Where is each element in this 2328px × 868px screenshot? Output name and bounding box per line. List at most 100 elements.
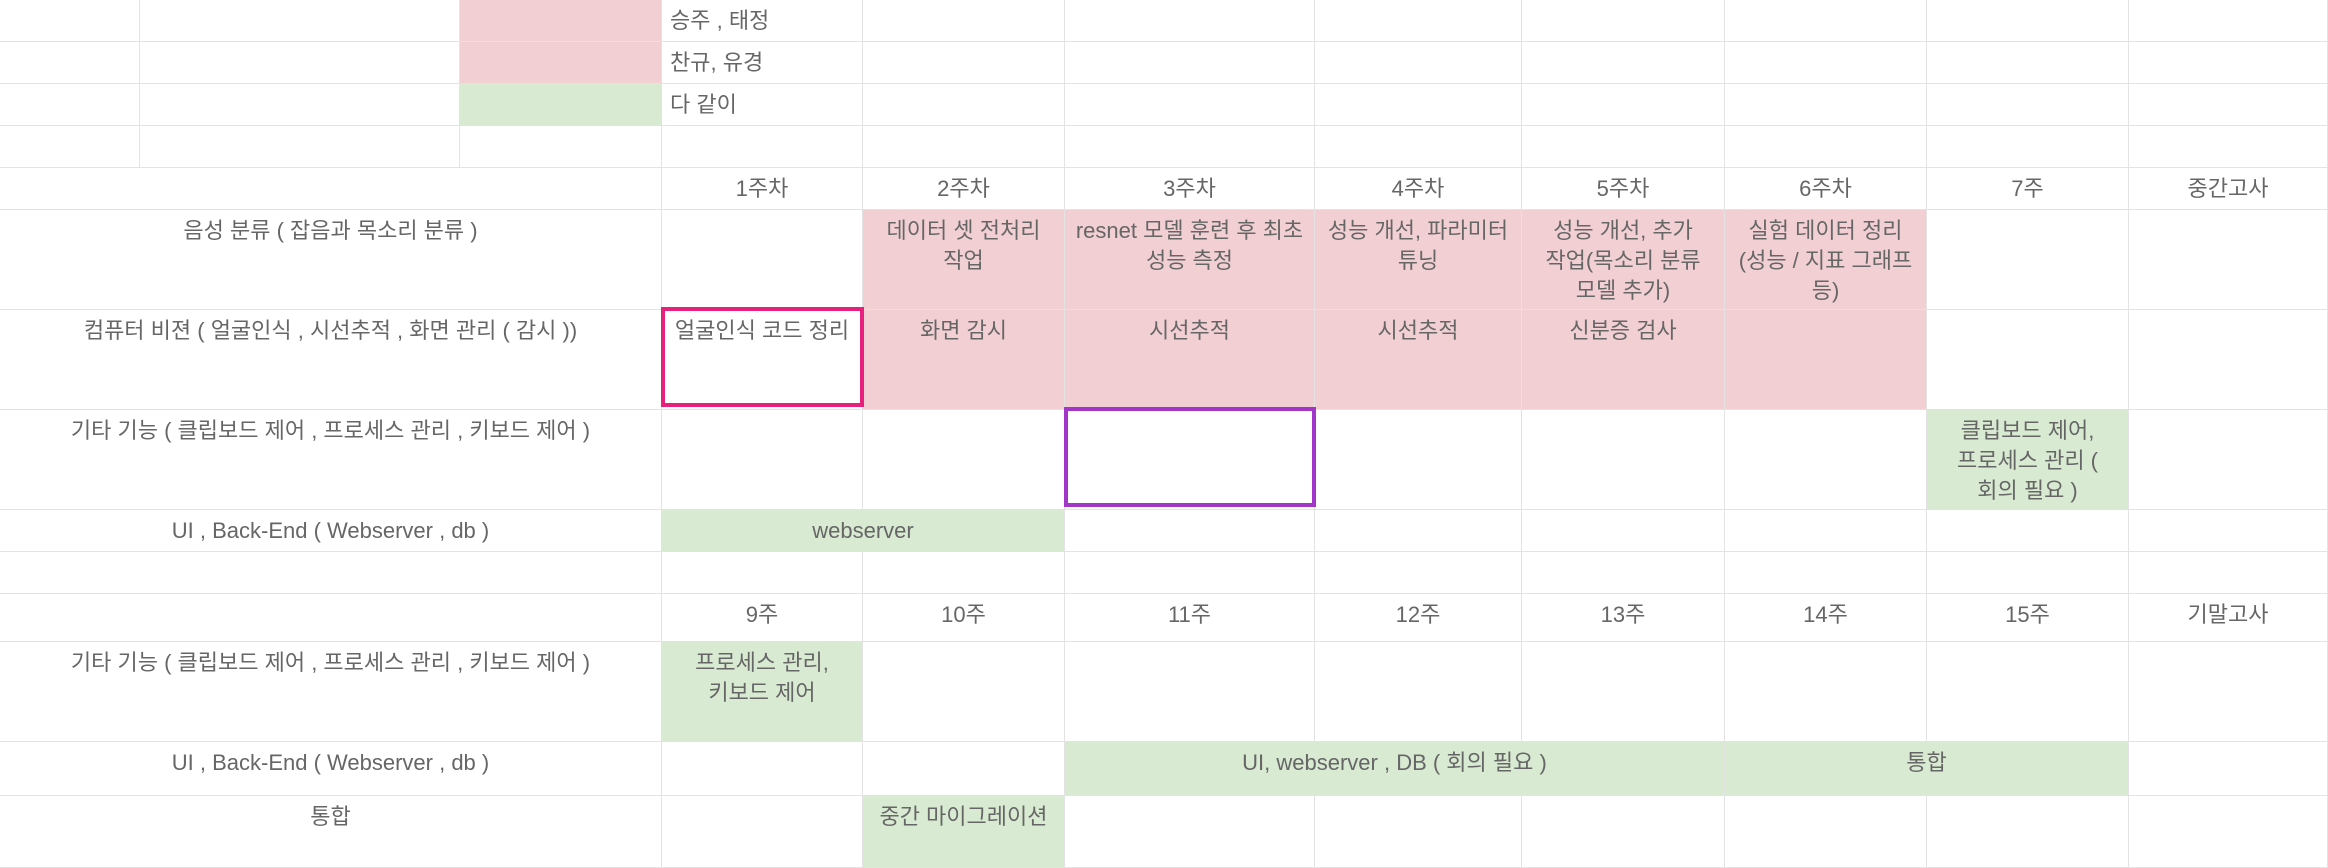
week-header[interactable]: 11주 — [1065, 594, 1315, 642]
schedule-cell[interactable] — [1927, 510, 2129, 552]
schedule-cell[interactable] — [2129, 310, 2328, 410]
week-header[interactable]: 15주 — [1927, 594, 2129, 642]
schedule-cell[interactable] — [1927, 796, 2129, 868]
schedule-cell[interactable] — [1315, 510, 1522, 552]
cell-empty[interactable] — [1927, 84, 2129, 126]
schedule-cell[interactable] — [1065, 510, 1315, 552]
schedule-cell[interactable] — [1522, 510, 1725, 552]
schedule-cell[interactable] — [863, 410, 1065, 510]
schedule-cell[interactable]: 성능 개선, 파라미터 튜닝 — [1315, 210, 1522, 310]
cell-empty[interactable] — [0, 84, 140, 126]
schedule-cell[interactable]: 실험 데이터 정리(성능 / 지표 그래프 등) — [1725, 210, 1927, 310]
schedule-cell[interactable] — [662, 742, 863, 796]
cell-empty[interactable] — [460, 126, 662, 168]
task-label-other-features[interactable]: 기타 기능 ( 클립보드 제어 , 프로세스 관리 , 키보드 제어 ) — [0, 642, 662, 742]
schedule-cell[interactable] — [1927, 642, 2129, 742]
schedule-cell[interactable]: 시선추적 — [1065, 310, 1315, 410]
schedule-cell[interactable]: 중간 마이그레이션 — [863, 796, 1065, 868]
cell-empty[interactable] — [1927, 552, 2129, 594]
week-header[interactable]: 기말고사 — [2129, 594, 2328, 642]
schedule-cell[interactable] — [2129, 510, 2328, 552]
cell-empty[interactable] — [0, 0, 140, 42]
schedule-cell[interactable] — [1315, 796, 1522, 868]
schedule-cell[interactable]: 프로세스 관리, 키보드 제어 — [662, 642, 863, 742]
schedule-cell[interactable] — [2129, 210, 2328, 310]
schedule-cell[interactable] — [1725, 796, 1927, 868]
schedule-cell[interactable] — [1522, 410, 1725, 510]
week-header[interactable]: 14주 — [1725, 594, 1927, 642]
week-header[interactable]: 중간고사 — [2129, 168, 2328, 210]
cell-empty[interactable] — [1522, 0, 1725, 42]
schedule-cell[interactable] — [1725, 510, 1927, 552]
task-label-ui-backend[interactable]: UI , Back-End ( Webserver , db ) — [0, 742, 662, 796]
schedule-cell[interactable] — [2129, 410, 2328, 510]
schedule-cell[interactable]: resnet 모델 훈련 후 최초 성능 측정 — [1065, 210, 1315, 310]
week-header[interactable]: 5주차 — [1522, 168, 1725, 210]
week-header[interactable]: 12주 — [1315, 594, 1522, 642]
schedule-cell-merged[interactable]: UI, webserver , DB ( 회의 필요 ) — [1065, 742, 1725, 796]
schedule-cell[interactable] — [863, 642, 1065, 742]
header-corner-cell[interactable] — [0, 594, 662, 642]
cell-empty[interactable] — [140, 126, 460, 168]
week-header[interactable]: 7주 — [1927, 168, 2129, 210]
cell-empty[interactable] — [863, 42, 1065, 84]
cell-empty[interactable] — [0, 126, 140, 168]
schedule-cell[interactable] — [1725, 410, 1927, 510]
cell-empty[interactable] — [1725, 552, 1927, 594]
schedule-cell[interactable] — [1315, 410, 1522, 510]
schedule-cell[interactable] — [1065, 642, 1315, 742]
week-header[interactable]: 2주차 — [863, 168, 1065, 210]
week-header[interactable]: 13주 — [1522, 594, 1725, 642]
cell-empty[interactable] — [863, 126, 1065, 168]
task-label-other-features[interactable]: 기타 기능 ( 클립보드 제어 , 프로세스 관리 , 키보드 제어 ) — [0, 410, 662, 510]
task-label-ui-backend[interactable]: UI , Back-End ( Webserver , db ) — [0, 510, 662, 552]
cell-empty[interactable] — [1522, 126, 1725, 168]
schedule-cell[interactable] — [1725, 642, 1927, 742]
schedule-cell[interactable] — [662, 410, 863, 510]
cell-empty[interactable] — [1065, 552, 1315, 594]
cell-empty[interactable] — [1927, 0, 2129, 42]
cell-empty[interactable] — [1725, 126, 1927, 168]
cell-empty[interactable] — [1065, 84, 1315, 126]
schedule-cell[interactable]: 얼굴인식 코드 정리 — [662, 310, 863, 410]
cell-empty[interactable] — [1315, 552, 1522, 594]
legend-swatch[interactable] — [460, 0, 662, 42]
schedule-cell[interactable]: 성능 개선, 추가 작업(목소리 분류 모델 추가) — [1522, 210, 1725, 310]
header-corner-cell[interactable] — [0, 168, 662, 210]
schedule-cell[interactable] — [1065, 410, 1315, 510]
schedule-cell[interactable] — [1725, 310, 1927, 410]
schedule-cell[interactable]: 클립보드 제어, 프로세스 관리 ( 회의 필요 ) — [1927, 410, 2129, 510]
cell-empty[interactable] — [662, 552, 863, 594]
cell-empty[interactable] — [1315, 84, 1522, 126]
cell-empty[interactable] — [1725, 84, 1927, 126]
schedule-cell[interactable] — [1927, 210, 2129, 310]
week-header[interactable]: 9주 — [662, 594, 863, 642]
cell-empty[interactable] — [2129, 552, 2328, 594]
schedule-cell[interactable]: 화면 감시 — [863, 310, 1065, 410]
cell-empty[interactable] — [1315, 126, 1522, 168]
schedule-cell[interactable] — [662, 210, 863, 310]
cell-empty[interactable] — [0, 42, 140, 84]
cell-empty[interactable] — [1065, 0, 1315, 42]
task-label-computer-vision[interactable]: 컴퓨터 비젼 ( 얼굴인식 , 시선추적 , 화면 관리 ( 감시 )) — [0, 310, 662, 410]
legend-label[interactable]: 찬규, 유경 — [662, 42, 863, 84]
cell-empty[interactable] — [863, 84, 1065, 126]
cell-empty[interactable] — [1065, 126, 1315, 168]
schedule-cell[interactable] — [1927, 310, 2129, 410]
cell-empty[interactable] — [1522, 552, 1725, 594]
schedule-cell[interactable] — [1315, 642, 1522, 742]
cell-empty[interactable] — [140, 0, 460, 42]
cell-empty[interactable] — [1065, 42, 1315, 84]
schedule-cell[interactable] — [2129, 796, 2328, 868]
cell-empty[interactable] — [140, 84, 460, 126]
week-header[interactable]: 4주차 — [1315, 168, 1522, 210]
cell-empty[interactable] — [1927, 42, 2129, 84]
week-header[interactable]: 3주차 — [1065, 168, 1315, 210]
schedule-cell[interactable]: 데이터 셋 전처리 작업 — [863, 210, 1065, 310]
schedule-cell[interactable] — [1065, 796, 1315, 868]
schedule-cell[interactable] — [863, 742, 1065, 796]
week-header[interactable]: 10주 — [863, 594, 1065, 642]
cell-empty[interactable] — [140, 42, 460, 84]
schedule-cell[interactable] — [662, 796, 863, 868]
cell-empty[interactable] — [1315, 42, 1522, 84]
